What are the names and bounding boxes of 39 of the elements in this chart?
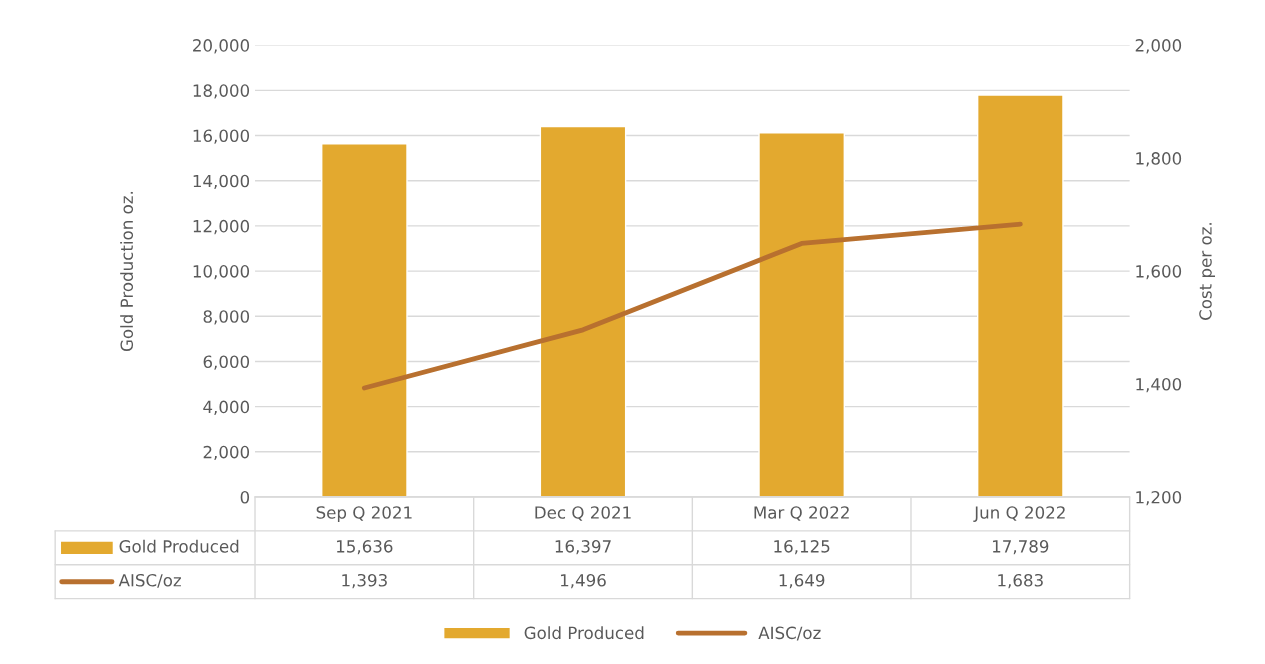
y-axis-title: Gold Production oz.	[120, 191, 134, 352]
y2-axis-title: Cost per oz.	[1199, 223, 1216, 320]
legend-label: AISC/oz	[758, 626, 821, 641]
x-tick-label: Dec Q 2021	[535, 506, 631, 521]
y-tick-label: 2,000	[203, 445, 250, 461]
data-label: 16,397	[555, 540, 611, 555]
y2-tick-label: 2,000	[1135, 39, 1182, 54]
y-tick-label: 18,000	[193, 84, 250, 99]
data-label: 1,496	[560, 573, 606, 589]
y2-tick-label: 1,400	[1136, 378, 1182, 393]
bar	[539, 125, 627, 497]
y-tick-label: 20,000	[193, 39, 250, 54]
x-tick-label: Sep Q 2021	[316, 506, 412, 523]
x-tick-label: Jun Q 2022	[973, 506, 1065, 522]
data-label: 1,649	[779, 573, 825, 589]
y-tick-label: 8,000	[203, 310, 250, 325]
bar	[758, 132, 845, 497]
y-tick-label: 14,000	[193, 174, 250, 189]
legend-label: Gold Produced	[119, 539, 239, 553]
y2-tick-label: 1,800	[1136, 152, 1182, 167]
y-tick-label: 16,000	[193, 129, 250, 144]
y-tick-label: 12,000	[193, 219, 250, 235]
text: AISC/oz	[118, 573, 181, 588]
text: Gold Produced	[524, 626, 644, 640]
data-label: 1,393	[342, 573, 387, 589]
y2-tick-label: 1,200	[1136, 490, 1182, 506]
data-label: 15,636	[337, 540, 393, 555]
data-label: 17,789	[992, 540, 1049, 555]
y-tick-label: 4,000	[203, 400, 250, 415]
y2-tick-label: 1,600	[1136, 265, 1182, 280]
x-tick-label: Mar Q 2022	[754, 506, 849, 521]
y-tick-label: 0	[240, 490, 250, 504]
bar	[976, 94, 1064, 497]
data-label: 1,683	[998, 573, 1043, 589]
bar	[321, 143, 408, 497]
y-tick-label: 6,000	[203, 355, 250, 370]
y-tick-label: 10,000	[193, 265, 250, 280]
line-series	[361, 221, 1023, 391]
data-label: 16,125	[774, 540, 830, 555]
